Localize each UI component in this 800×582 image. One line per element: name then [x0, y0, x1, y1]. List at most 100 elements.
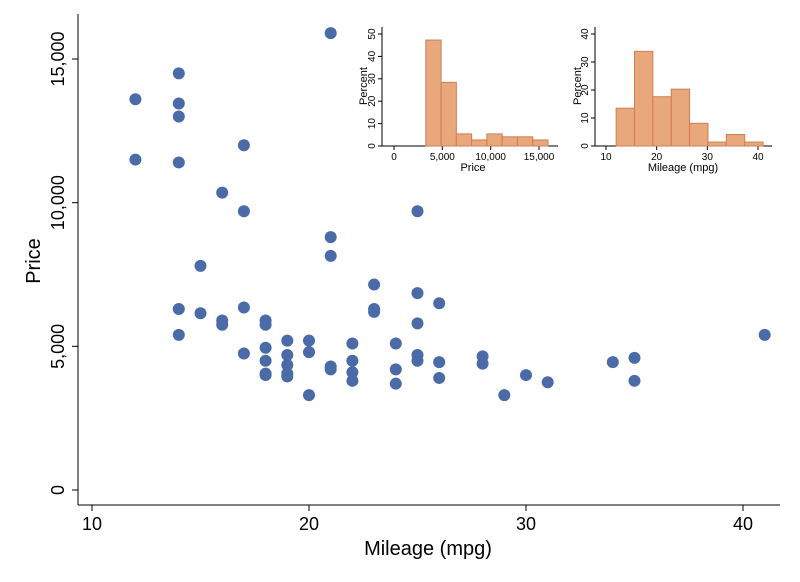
mileage-histogram-y-tick-label: 40 — [580, 28, 591, 40]
scatter-point — [368, 305, 381, 318]
scatter-point — [606, 356, 619, 369]
scatter-point — [411, 205, 424, 218]
mileage-histogram-y-tick-label: 10 — [580, 112, 591, 124]
scatter-point — [172, 328, 185, 341]
scatter-point — [216, 186, 229, 199]
scatter-point — [433, 356, 446, 369]
scatter-point — [758, 328, 771, 341]
mileage-histogram: 10 20 30 40 0 10 20 30 40 Mileage (mpg) Percent — [572, 27, 772, 174]
scatter-point — [303, 389, 315, 402]
mileage-histogram-y-tick-label: 20 — [580, 84, 591, 96]
price-histogram-x-tick-label: 10,000 — [475, 152, 506, 163]
scatter-point — [259, 341, 272, 354]
x-tick-label: 40 — [733, 514, 753, 534]
scatter-point — [433, 371, 446, 384]
scatter-point — [281, 370, 294, 383]
price-histogram-y-tick-label: 30 — [367, 73, 378, 85]
mileage-histogram-bar — [725, 134, 746, 147]
price-histogram-bars — [425, 39, 549, 147]
mileage-histogram-x-title: Mileage (mpg) — [648, 162, 718, 174]
price-histogram-y-tick-label: 20 — [367, 95, 378, 107]
scatter-point — [476, 357, 489, 370]
scatter-point — [303, 334, 315, 347]
scatter-point — [324, 27, 337, 40]
mileage-histogram-bar — [707, 141, 727, 147]
y-tick-label: 5,000 — [48, 324, 68, 369]
scatter-point — [303, 346, 315, 359]
scatter-point — [237, 205, 250, 218]
price-histogram-x-tick-label: 5,000 — [430, 152, 455, 163]
x-tick-label: 10 — [82, 514, 102, 534]
scatter-point — [498, 389, 511, 402]
scatter-point — [172, 110, 185, 123]
scatter-point — [346, 337, 359, 350]
scatter-point — [216, 318, 229, 331]
scatter-point — [324, 249, 337, 262]
mileage-histogram-bars — [615, 50, 764, 147]
price-histogram-y-tick-label: 50 — [367, 28, 378, 40]
price-histogram-bar — [486, 133, 503, 147]
scatter-point — [389, 377, 402, 390]
price-histogram-x-title: Price — [460, 162, 485, 174]
scatter-point — [237, 301, 250, 314]
scatter-point — [324, 363, 337, 376]
price-histogram-x-tick-label: 0 — [391, 152, 397, 163]
price-histogram-y-tick-label: 40 — [367, 50, 378, 62]
scatter-point — [129, 93, 142, 106]
scatter-point — [129, 153, 142, 166]
scatter-axes: 10 20 30 40 0 5,000 10,000 15,000 — [48, 14, 780, 534]
price-histogram-bar — [440, 81, 457, 147]
price-histogram-bar — [532, 139, 549, 147]
mileage-histogram-bar — [652, 96, 672, 147]
scatter-point — [172, 302, 185, 315]
x-tick-label: 30 — [516, 514, 536, 534]
scatter-point — [520, 369, 532, 382]
scatter-point — [281, 359, 294, 372]
scatter-point — [172, 156, 185, 169]
mileage-histogram-y-tick-label: 0 — [580, 143, 591, 149]
scatter-points — [129, 27, 771, 402]
scatter-point — [346, 354, 359, 367]
scatter-point — [346, 374, 359, 387]
scatter-point — [237, 139, 250, 152]
x-tick-label: 20 — [299, 514, 319, 534]
price-histogram-y-title: Percent — [358, 67, 370, 105]
mileage-histogram-y-tick-label: 30 — [580, 56, 591, 68]
price-histogram: 0 5,000 10,000 15,000 0 10 20 30 40 50 Price Perc… — [358, 27, 558, 174]
scatter-point — [281, 334, 294, 347]
scatter-point — [259, 318, 272, 331]
scatter-point — [411, 287, 424, 300]
scatter-point — [541, 376, 554, 389]
scatter-plot: 10 20 30 40 0 5,000 10,000 15,000 Mileage (mpg)… — [23, 14, 780, 560]
scatter-point — [368, 278, 381, 291]
scatter-point — [346, 366, 359, 379]
price-histogram-x-tick-label: 15,000 — [524, 152, 555, 163]
mileage-histogram-bar — [615, 107, 636, 147]
mileage-histogram-axes: 10 20 30 40 0 10 20 30 40 — [580, 27, 772, 163]
scatter-point — [389, 363, 402, 376]
scatter-point — [237, 347, 250, 360]
mileage-histogram-x-tick-label: 10 — [600, 152, 612, 163]
price-histogram-bar — [471, 139, 488, 147]
price-histogram-bar — [516, 136, 534, 147]
mileage-histogram-x-tick-label: 30 — [702, 152, 714, 163]
mileage-histogram-y-title: Percent — [572, 67, 584, 105]
mileage-histogram-x-tick-label: 40 — [752, 152, 764, 163]
y-tick-label: 0 — [48, 485, 68, 495]
scatter-point — [324, 231, 337, 244]
scatter-point — [628, 351, 641, 364]
mileage-histogram-x-tick-label: 20 — [651, 152, 663, 163]
mileage-histogram-bar — [744, 141, 764, 147]
scatter-point — [411, 317, 424, 330]
scatter-point — [389, 337, 402, 350]
price-histogram-bar — [455, 133, 473, 147]
scatter-point — [194, 307, 207, 320]
price-histogram-y-tick-label: 10 — [367, 118, 378, 130]
x-axis-title: Mileage (mpg) — [364, 538, 492, 560]
y-tick-label: 10,000 — [48, 175, 68, 230]
scatter-point — [281, 348, 294, 361]
scatter-point — [259, 354, 272, 367]
scatter-point — [194, 259, 207, 272]
scatter-point — [628, 374, 641, 387]
price-histogram-bar — [501, 136, 518, 147]
